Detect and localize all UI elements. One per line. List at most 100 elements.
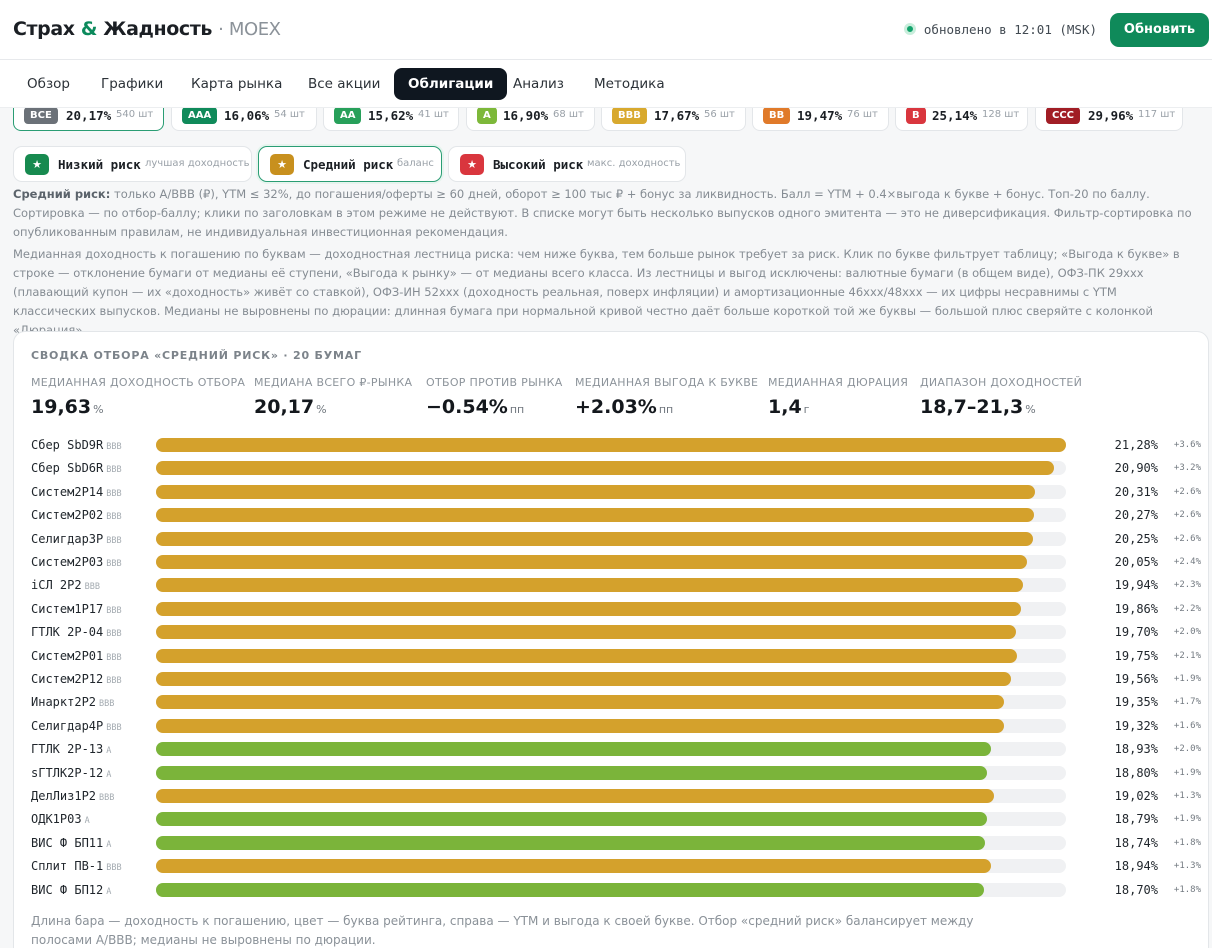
bond-gain: +1.6%	[1173, 720, 1201, 731]
bond-name: ДелЛиз1Р2 BBB	[31, 789, 114, 803]
star-icon: ★	[460, 154, 484, 175]
stat-yield-range: ДИАПАЗОН ДОХОДНОСТЕЙ 18,7–21,3%	[920, 376, 1082, 418]
bond-name: Систем2Р14 BBB	[31, 485, 122, 499]
bond-rating: A	[84, 816, 90, 827]
rating-badge: A	[477, 107, 497, 124]
bond-ticker: iСЛ 2Р2	[31, 578, 82, 593]
stat-label: МЕДИАНА ВСЕГО ₽-РЫНКА	[254, 376, 413, 389]
tab-charts[interactable]: Графики	[101, 76, 164, 92]
star-icon: ★	[25, 154, 49, 175]
tab-all-stocks[interactable]: Все акции	[308, 76, 381, 92]
rating-median-yield: 16,90%	[503, 108, 549, 123]
bond-row[interactable]: Систем2Р12 BBB 19,56% +1.9%	[31, 670, 1201, 690]
bond-yield-bar	[156, 765, 987, 780]
bond-row[interactable]: sГТЛК2Р-12 A 18,80% +1.9%	[31, 764, 1201, 784]
rating-median-yield: 19,47%	[797, 108, 843, 123]
bond-row[interactable]: ГТЛК 2Р-13 A 18,93% +2.0%	[31, 740, 1201, 760]
stat-value: 20,17	[254, 396, 315, 418]
rating-count: 117 шт	[1138, 109, 1176, 120]
bond-name: ВИС Ф БП12 A	[31, 883, 111, 897]
main-tabs: Обзор Графики Карта рынка Все акции Обли…	[0, 60, 1212, 108]
bond-row[interactable]: Сбер SbD6R BBB 20,90% +3.2%	[31, 459, 1201, 479]
bond-row[interactable]: Систем2Р02 BBB 20,27% +2.6%	[31, 506, 1201, 526]
tab-market-map[interactable]: Карта рынка	[191, 76, 283, 92]
stat-unit: %	[1025, 403, 1036, 416]
stat-median-selection: МЕДИАННАЯ ДОХОДНОСТЬ ОТБОРА 19,63%	[31, 376, 245, 418]
bond-bar-track	[156, 438, 1066, 452]
bond-gain: +2.3%	[1173, 580, 1201, 591]
bond-row[interactable]: Селигдар3Р BBB 20,25% +2.6%	[31, 530, 1201, 550]
bond-yield-bar	[156, 648, 1017, 663]
bond-gain: +2.6%	[1173, 533, 1201, 544]
bond-row[interactable]: Систем2Р14 BBB 20,31% +2.6%	[31, 483, 1201, 503]
stat-label: ДИАПАЗОН ДОХОДНОСТЕЙ	[920, 376, 1083, 389]
rating-badge: BB	[763, 107, 791, 124]
rating-median-yield: 25,14%	[932, 108, 978, 123]
brand-title-part2: Жадность	[103, 18, 212, 40]
chart-footnote: Длина бара — доходность к погашению, цве…	[31, 914, 974, 947]
bond-yield-bar	[156, 601, 1021, 616]
risk-filter-high[interactable]: ★ Высокий риск макс. доходность	[448, 146, 686, 182]
stat-label: МЕДИАННАЯ ДЮРАЦИЯ	[768, 376, 909, 389]
bond-gain: +1.8%	[1173, 884, 1201, 895]
bond-bar-track	[156, 835, 1066, 850]
bond-row[interactable]: iСЛ 2Р2 BBB 19,94% +2.3%	[31, 576, 1201, 596]
bond-ytm: 18,74%	[1114, 835, 1158, 850]
brand-logo[interactable]: Страх & Жадность · MOEX	[13, 18, 281, 40]
risk-filter-sub: баланс	[397, 158, 434, 169]
stat-unit: пп	[509, 403, 525, 416]
refresh-button[interactable]: Обновить	[1110, 13, 1209, 47]
bond-yield-bar	[156, 555, 1027, 569]
bond-row[interactable]: ВИС Ф БП12 A 18,70% +1.8%	[31, 881, 1201, 901]
tab-analysis[interactable]: Анализ	[513, 76, 564, 92]
bond-bar-track	[156, 578, 1066, 593]
risk-filter-medium[interactable]: ★ Средний риск баланс	[258, 146, 442, 182]
bond-bar-track	[156, 531, 1066, 546]
bond-yield-bar	[156, 789, 994, 803]
bond-row[interactable]: ОДК1Р03 A 18,79% +1.9%	[31, 810, 1201, 830]
rating-median-yield: 17,67%	[654, 108, 700, 123]
bond-gain: +1.9%	[1173, 767, 1201, 778]
bond-name: Систем2Р03 BBB	[31, 555, 122, 569]
bond-name: Селигдар3Р BBB	[31, 532, 122, 546]
bond-ytm: 19,56%	[1114, 672, 1158, 686]
bond-name: iСЛ 2Р2 BBB	[31, 578, 100, 592]
bond-yield-bar	[156, 695, 1004, 710]
rating-count: 128 шт	[982, 109, 1020, 120]
bond-row[interactable]: Селигдар4Р BBB 19,32% +1.6%	[31, 717, 1201, 737]
bond-row[interactable]: ВИС Ф БП11 A 18,74% +1.8%	[31, 834, 1201, 854]
tab-bonds[interactable]: Облигации	[394, 68, 508, 100]
bond-bar-track	[156, 461, 1066, 476]
bond-row[interactable]: Сбер SbD9R BBB 21,28% +3.6%	[31, 436, 1201, 456]
bond-gain: +2.6%	[1173, 510, 1201, 521]
bond-yield-bar	[156, 625, 1016, 640]
bond-ticker: ВИС Ф БП11	[31, 835, 104, 850]
bond-rating: BBB	[84, 582, 100, 593]
risk-filter-low[interactable]: ★ Низкий риск лучшая доходность	[13, 146, 252, 182]
bond-yield-bar	[156, 578, 1023, 593]
bond-ytm: 19,02%	[1114, 789, 1158, 803]
tab-overview[interactable]: Обзор	[27, 76, 70, 92]
bond-row[interactable]: Инаркт2Р2 BBB 19,35% +1.7%	[31, 693, 1201, 713]
bond-row[interactable]: Сплит ПВ-1 BBB 18,94% +1.3%	[31, 857, 1201, 877]
bond-ticker: Систем1Р17	[31, 601, 104, 616]
bond-row[interactable]: Систем1Р17 BBB 19,86% +2.2%	[31, 600, 1201, 620]
bond-ticker: Систем2Р01	[31, 648, 104, 663]
bond-row[interactable]: Систем2Р01 BBB 19,75% +2.1%	[31, 647, 1201, 667]
bond-rating: BBB	[106, 863, 122, 874]
bond-bar-track	[156, 765, 1066, 780]
bond-ticker: sГТЛК2Р-12	[31, 765, 104, 780]
bond-ytm: 20,31%	[1114, 484, 1158, 499]
bond-rating: BBB	[106, 535, 122, 546]
bond-name: Систем2Р02 BBB	[31, 508, 122, 522]
bond-ticker: ГТЛК 2Р-04	[31, 625, 104, 640]
bond-bar-track	[156, 484, 1066, 499]
bond-ticker: Систем2Р03	[31, 555, 104, 569]
bond-rating: A	[106, 769, 112, 780]
bond-row[interactable]: ДелЛиз1Р2 BBB 19,02% +1.3%	[31, 787, 1201, 807]
tab-methodology[interactable]: Методика	[594, 76, 665, 92]
bond-yield-bar	[156, 835, 985, 850]
bond-row[interactable]: Систем2Р03 BBB 20,05% +2.4%	[31, 553, 1201, 573]
bond-row[interactable]: ГТЛК 2Р-04 BBB 19,70% +2.0%	[31, 623, 1201, 643]
bond-name: Сбер SbD9R BBB	[31, 438, 122, 452]
